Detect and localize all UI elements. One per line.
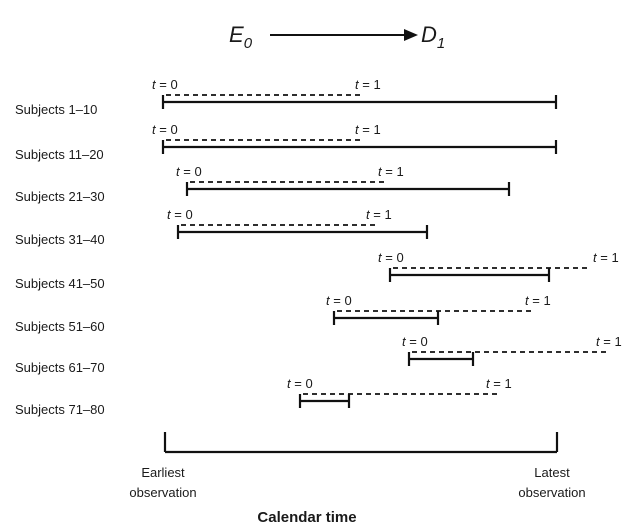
row-6-t0-label: t = 0 (326, 293, 352, 308)
row-label-5: Subjects 41–50 (15, 276, 105, 291)
row-label-2: Subjects 11–20 (15, 147, 104, 162)
row-label-6: Subjects 51–60 (15, 319, 105, 334)
header-from: E0 (229, 22, 253, 52)
row-2-t1-label: t = 1 (355, 122, 381, 137)
row-8-t0-label: t = 0 (287, 376, 313, 391)
timelines: t = 0 t = 1 t = 0 t = 1 t = 0 t = 1 t = 0 t = 1… (152, 77, 622, 408)
earliest-label-line2: observation (129, 485, 196, 500)
row-7-t1-label: t = 1 (596, 334, 622, 349)
header-to: D1 (421, 22, 445, 52)
diagram-header: E0 D1 (229, 22, 445, 52)
row-label-4: Subjects 31–40 (15, 232, 105, 247)
row-label-8: Subjects 71–80 (15, 402, 105, 417)
latest-label-line2: observation (518, 485, 585, 500)
axis-title: Calendar time (257, 509, 356, 526)
row-5-t1-label: t = 1 (593, 250, 619, 265)
header-arrowhead (404, 29, 418, 41)
row-3-t0-label: t = 0 (176, 164, 202, 179)
row-7-t0-label: t = 0 (402, 334, 428, 349)
row-6-t1-label: t = 1 (525, 293, 551, 308)
row-label-1: Subjects 1–10 (15, 102, 97, 117)
row-5-t0-label: t = 0 (378, 250, 404, 265)
row-8-t1-label: t = 1 (486, 376, 512, 391)
row-2-t0-label: t = 0 (152, 122, 178, 137)
row-4-t0-label: t = 0 (167, 207, 193, 222)
row-4-t1-label: t = 1 (366, 207, 392, 222)
row-labels: Subjects 1–10 Subjects 11–20 Subjects 21… (15, 102, 105, 417)
row-label-3: Subjects 21–30 (15, 189, 105, 204)
row-1-t0-label: t = 0 (152, 77, 178, 92)
row-3-t1-label: t = 1 (378, 164, 404, 179)
earliest-label-line1: Earliest (141, 465, 185, 480)
row-label-7: Subjects 61–70 (15, 360, 105, 375)
calendar-bracket: Earliest observation Latest observation … (129, 432, 586, 526)
latest-label-line1: Latest (534, 465, 570, 480)
row-1-t1-label: t = 1 (355, 77, 381, 92)
